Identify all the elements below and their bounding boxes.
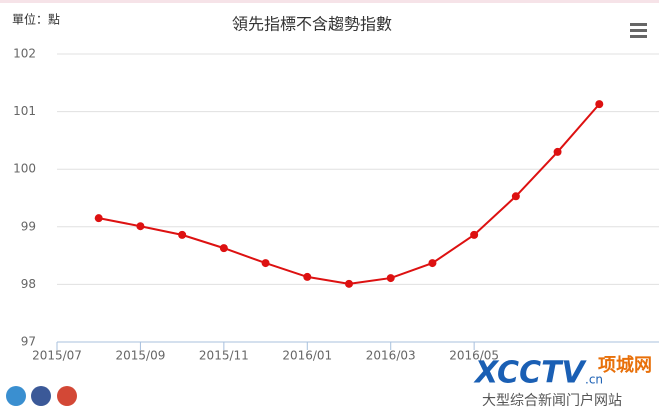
- facebook-icon[interactable]: [31, 386, 51, 406]
- y-tick-label: 101: [13, 104, 36, 118]
- data-point: [345, 279, 353, 288]
- data-point: [511, 192, 520, 201]
- data-point: [595, 100, 604, 109]
- chart-title: 領先指標不含趨勢指數: [232, 15, 392, 34]
- y-tick-label: 102: [13, 47, 36, 61]
- data-point: [261, 259, 270, 268]
- menu-button[interactable]: [630, 23, 647, 38]
- y-tick-label: 100: [13, 162, 36, 176]
- data-point: [94, 214, 103, 223]
- data-point: [303, 272, 312, 281]
- menu-bar: [630, 29, 647, 32]
- social-icons: [6, 386, 77, 406]
- data-point: [428, 259, 437, 268]
- x-tick-label: 2016/03: [366, 349, 416, 363]
- top-strip: [0, 0, 659, 3]
- google-plus-icon[interactable]: [57, 386, 77, 406]
- watermark-logo: XCCTV: [473, 356, 588, 391]
- data-point: [470, 230, 479, 239]
- twitter-icon[interactable]: [6, 386, 26, 406]
- menu-bar: [630, 35, 647, 38]
- watermark-slogan: 大型综合新闻门户网站: [482, 392, 622, 409]
- y-tick-label: 98: [21, 277, 36, 291]
- data-point: [178, 230, 187, 239]
- unit-label: 單位：點: [12, 12, 60, 27]
- x-tick-label: 2015/09: [115, 349, 165, 363]
- y-tick-label: 97: [21, 335, 36, 349]
- x-tick-label: 2015/07: [32, 349, 82, 363]
- y-tick-label: 99: [21, 219, 36, 233]
- data-point: [386, 274, 395, 283]
- data-point: [553, 147, 562, 156]
- series-line: [98, 103, 601, 285]
- x-tick-label: 2015/11: [199, 349, 249, 363]
- watermark-site: 项城网: [598, 354, 652, 376]
- watermark: XCCTV .cn 项城网 大型综合新闻门户网站: [473, 354, 652, 409]
- x-tick-label: 2016/01: [282, 349, 332, 363]
- menu-bar: [630, 23, 647, 26]
- watermark-suffix: .cn: [585, 373, 603, 387]
- x-tick-label: 2016/05: [449, 349, 499, 363]
- data-point: [136, 222, 145, 231]
- data-point: [219, 244, 228, 253]
